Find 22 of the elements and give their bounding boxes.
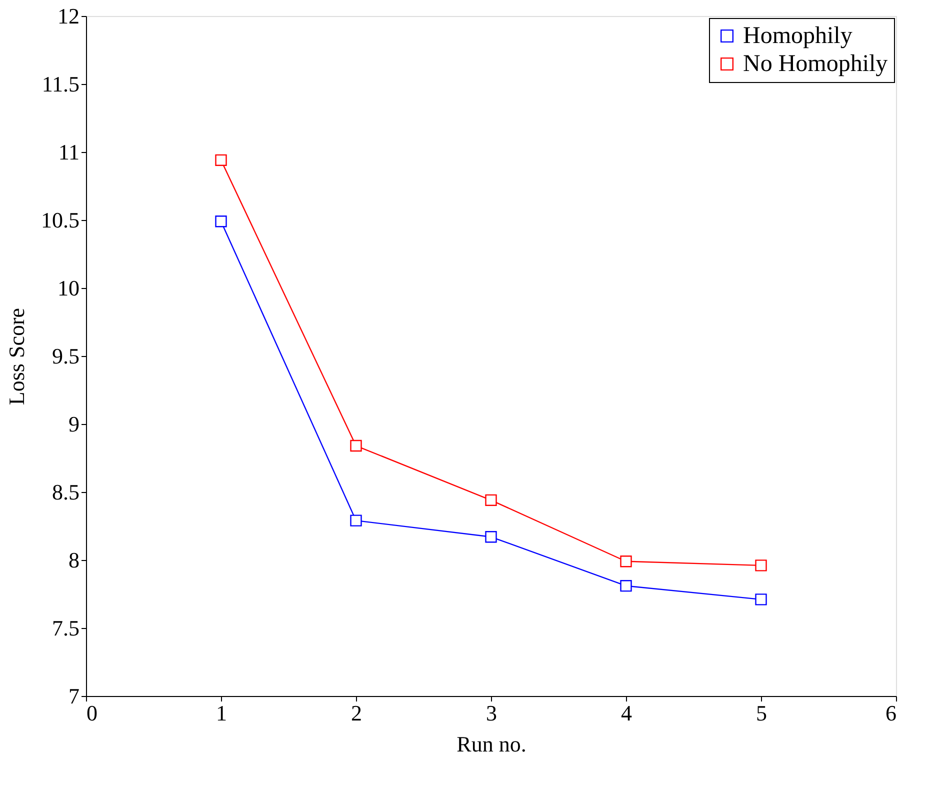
- y-tick-label: 10: [58, 276, 80, 300]
- y-axis-title: Loss Score: [4, 308, 29, 406]
- x-tick-label: 1: [216, 700, 227, 726]
- y-tick-label: 11: [58, 140, 80, 164]
- y-tick-label: 9.5: [52, 344, 80, 368]
- legend-label: No Homophily: [743, 51, 888, 77]
- y-tick-label: 12: [58, 4, 80, 28]
- legend-label: Homophily: [743, 23, 852, 49]
- y-tick-label: 10.5: [41, 208, 80, 232]
- y-tick-label: 9: [68, 412, 80, 436]
- x-tick-label: 0: [86, 700, 98, 726]
- y-tick-label: 8.5: [52, 480, 80, 504]
- y-tick-label: 7: [68, 684, 80, 708]
- x-tick-label: 2: [351, 700, 362, 726]
- x-tick-label: 5: [756, 700, 767, 726]
- x-axis-title: Run no.: [456, 732, 526, 756]
- x-tick-label: 6: [886, 700, 896, 726]
- y-tick-label: 7.5: [52, 616, 80, 640]
- x-tick-label: 3: [486, 700, 497, 726]
- x-tick-label: 4: [621, 700, 632, 726]
- y-tick-label: 8: [68, 548, 80, 572]
- y-tick-label: 11.5: [42, 72, 80, 96]
